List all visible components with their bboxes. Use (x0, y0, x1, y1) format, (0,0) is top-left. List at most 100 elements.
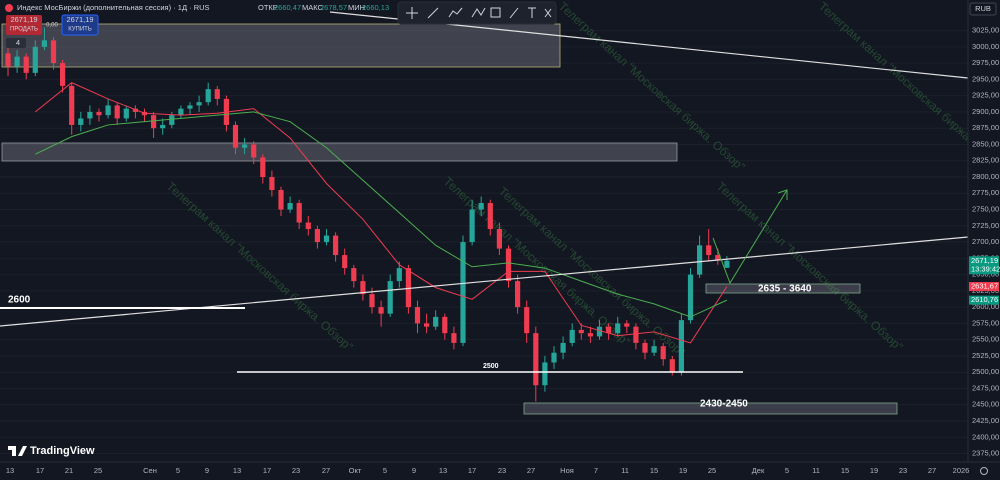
candle-body (305, 222, 311, 230)
candle-body (387, 281, 393, 314)
x-tick-label: 5 (785, 466, 789, 475)
toolbar (397, 1, 557, 25)
x-tick-label: 7 (594, 466, 598, 475)
tool-icon[interactable] (448, 7, 463, 18)
y-tick-label: 2700,00 (972, 237, 999, 246)
candle-body (260, 157, 266, 177)
candle-body (50, 40, 57, 64)
candle-body (442, 316, 448, 334)
y-tick-label: 2875,00 (972, 123, 999, 132)
tool-icon[interactable] (427, 7, 439, 19)
candle-body (606, 326, 612, 334)
zone-rectangle[interactable] (1, 142, 678, 162)
y-tick-label: 2825,00 (972, 156, 999, 165)
candle-body (169, 115, 175, 125)
x-tick-label: 23 (899, 466, 907, 475)
candle-body (242, 144, 248, 148)
tool-icon[interactable] (544, 8, 552, 18)
price-tag (969, 295, 999, 305)
y-tick-label: 2750,00 (972, 205, 999, 214)
candle-body (96, 111, 102, 116)
zone-label: 2635 - 3640 (758, 284, 812, 295)
candle-body (5, 53, 11, 67)
price-axis[interactable] (968, 0, 1000, 480)
candle-body (642, 342, 648, 353)
y-tick-label: 2975,00 (972, 58, 999, 67)
candle-body (551, 352, 557, 363)
x-tick-label: 25 (94, 466, 102, 475)
candle-body (451, 333, 457, 343)
candle-body (596, 326, 603, 337)
x-tick-label: 13 (6, 466, 14, 475)
candle-body (123, 108, 129, 119)
symbol-icon (5, 4, 13, 12)
zone-label: 2430-2450 (700, 399, 748, 410)
candle-body (87, 111, 93, 119)
y-tick-label: 2450,00 (972, 400, 999, 409)
x-tick-label: 19 (870, 466, 878, 475)
x-tick-label: 17 (36, 466, 44, 475)
candle-body (178, 108, 184, 116)
tool-icon[interactable] (528, 7, 536, 18)
candle-body (151, 115, 157, 129)
candle-body (378, 307, 384, 314)
y-tick-label: 3025,00 (972, 26, 999, 35)
layers-button[interactable] (6, 38, 26, 48)
drawing-toolbar (397, 1, 557, 25)
y-tick-label: 2950,00 (972, 74, 999, 83)
x-tick-label: 15 (841, 466, 849, 475)
buy-button[interactable] (61, 14, 99, 36)
settings-icon[interactable] (980, 467, 988, 475)
ohlc-label: МИН (348, 3, 365, 12)
candle-body (369, 294, 375, 308)
candle-body (23, 56, 29, 73)
ohlc-value: 2678,57 (320, 3, 347, 12)
trend-line[interactable] (0, 236, 969, 327)
sell-button[interactable] (6, 15, 42, 35)
x-tick-label: 2026 (953, 466, 970, 475)
y-tick-label: 2900,00 (972, 107, 999, 116)
candle-body (69, 85, 75, 125)
candle-body (360, 281, 366, 295)
tool-icon[interactable] (509, 7, 519, 19)
x-tick-label: Окт (349, 466, 362, 475)
candle-body (678, 320, 684, 373)
candle-body (114, 105, 120, 119)
candle-body (560, 342, 566, 353)
candle-body (524, 307, 530, 334)
x-tick-label: 11 (812, 466, 820, 475)
y-tick-label: 2425,00 (972, 416, 999, 425)
candle-body (433, 316, 439, 327)
candle-body (269, 176, 275, 191)
price-tag-label: 2631,67 (971, 282, 998, 291)
tool-icon[interactable] (406, 7, 418, 19)
y-tick-label: 2500,00 (972, 367, 999, 376)
candle-body (78, 118, 84, 125)
zone-rectangle[interactable] (705, 283, 861, 294)
y-tick-label: 2800,00 (972, 172, 999, 181)
zone-rectangle[interactable] (523, 402, 898, 415)
arrow-head (777, 189, 788, 200)
candle-body (487, 203, 493, 230)
candle-body (105, 105, 111, 116)
ohlc-label: ОТКР (258, 3, 278, 12)
candle-body (651, 346, 657, 353)
x-tick-label: Сен (143, 466, 157, 475)
buy-label: КУПИТЬ (68, 27, 92, 33)
forecast-arrow[interactable] (712, 189, 788, 285)
candle-body (251, 144, 257, 158)
candle-body (469, 209, 475, 243)
tool-icon[interactable] (471, 7, 486, 18)
candle-body (396, 268, 402, 282)
currency: RUB (975, 4, 991, 13)
candle-body (323, 235, 330, 243)
candle-body (460, 242, 466, 343)
x-tick-label: 23 (498, 466, 506, 475)
currency-button[interactable] (969, 2, 997, 16)
price-tag-time: 13:39:42 (971, 264, 1000, 273)
candle-body (706, 245, 712, 256)
tool-icon[interactable] (490, 7, 501, 18)
logo-icon (8, 446, 27, 456)
candle-body (14, 56, 20, 67)
x-tick-label: 17 (468, 466, 476, 475)
